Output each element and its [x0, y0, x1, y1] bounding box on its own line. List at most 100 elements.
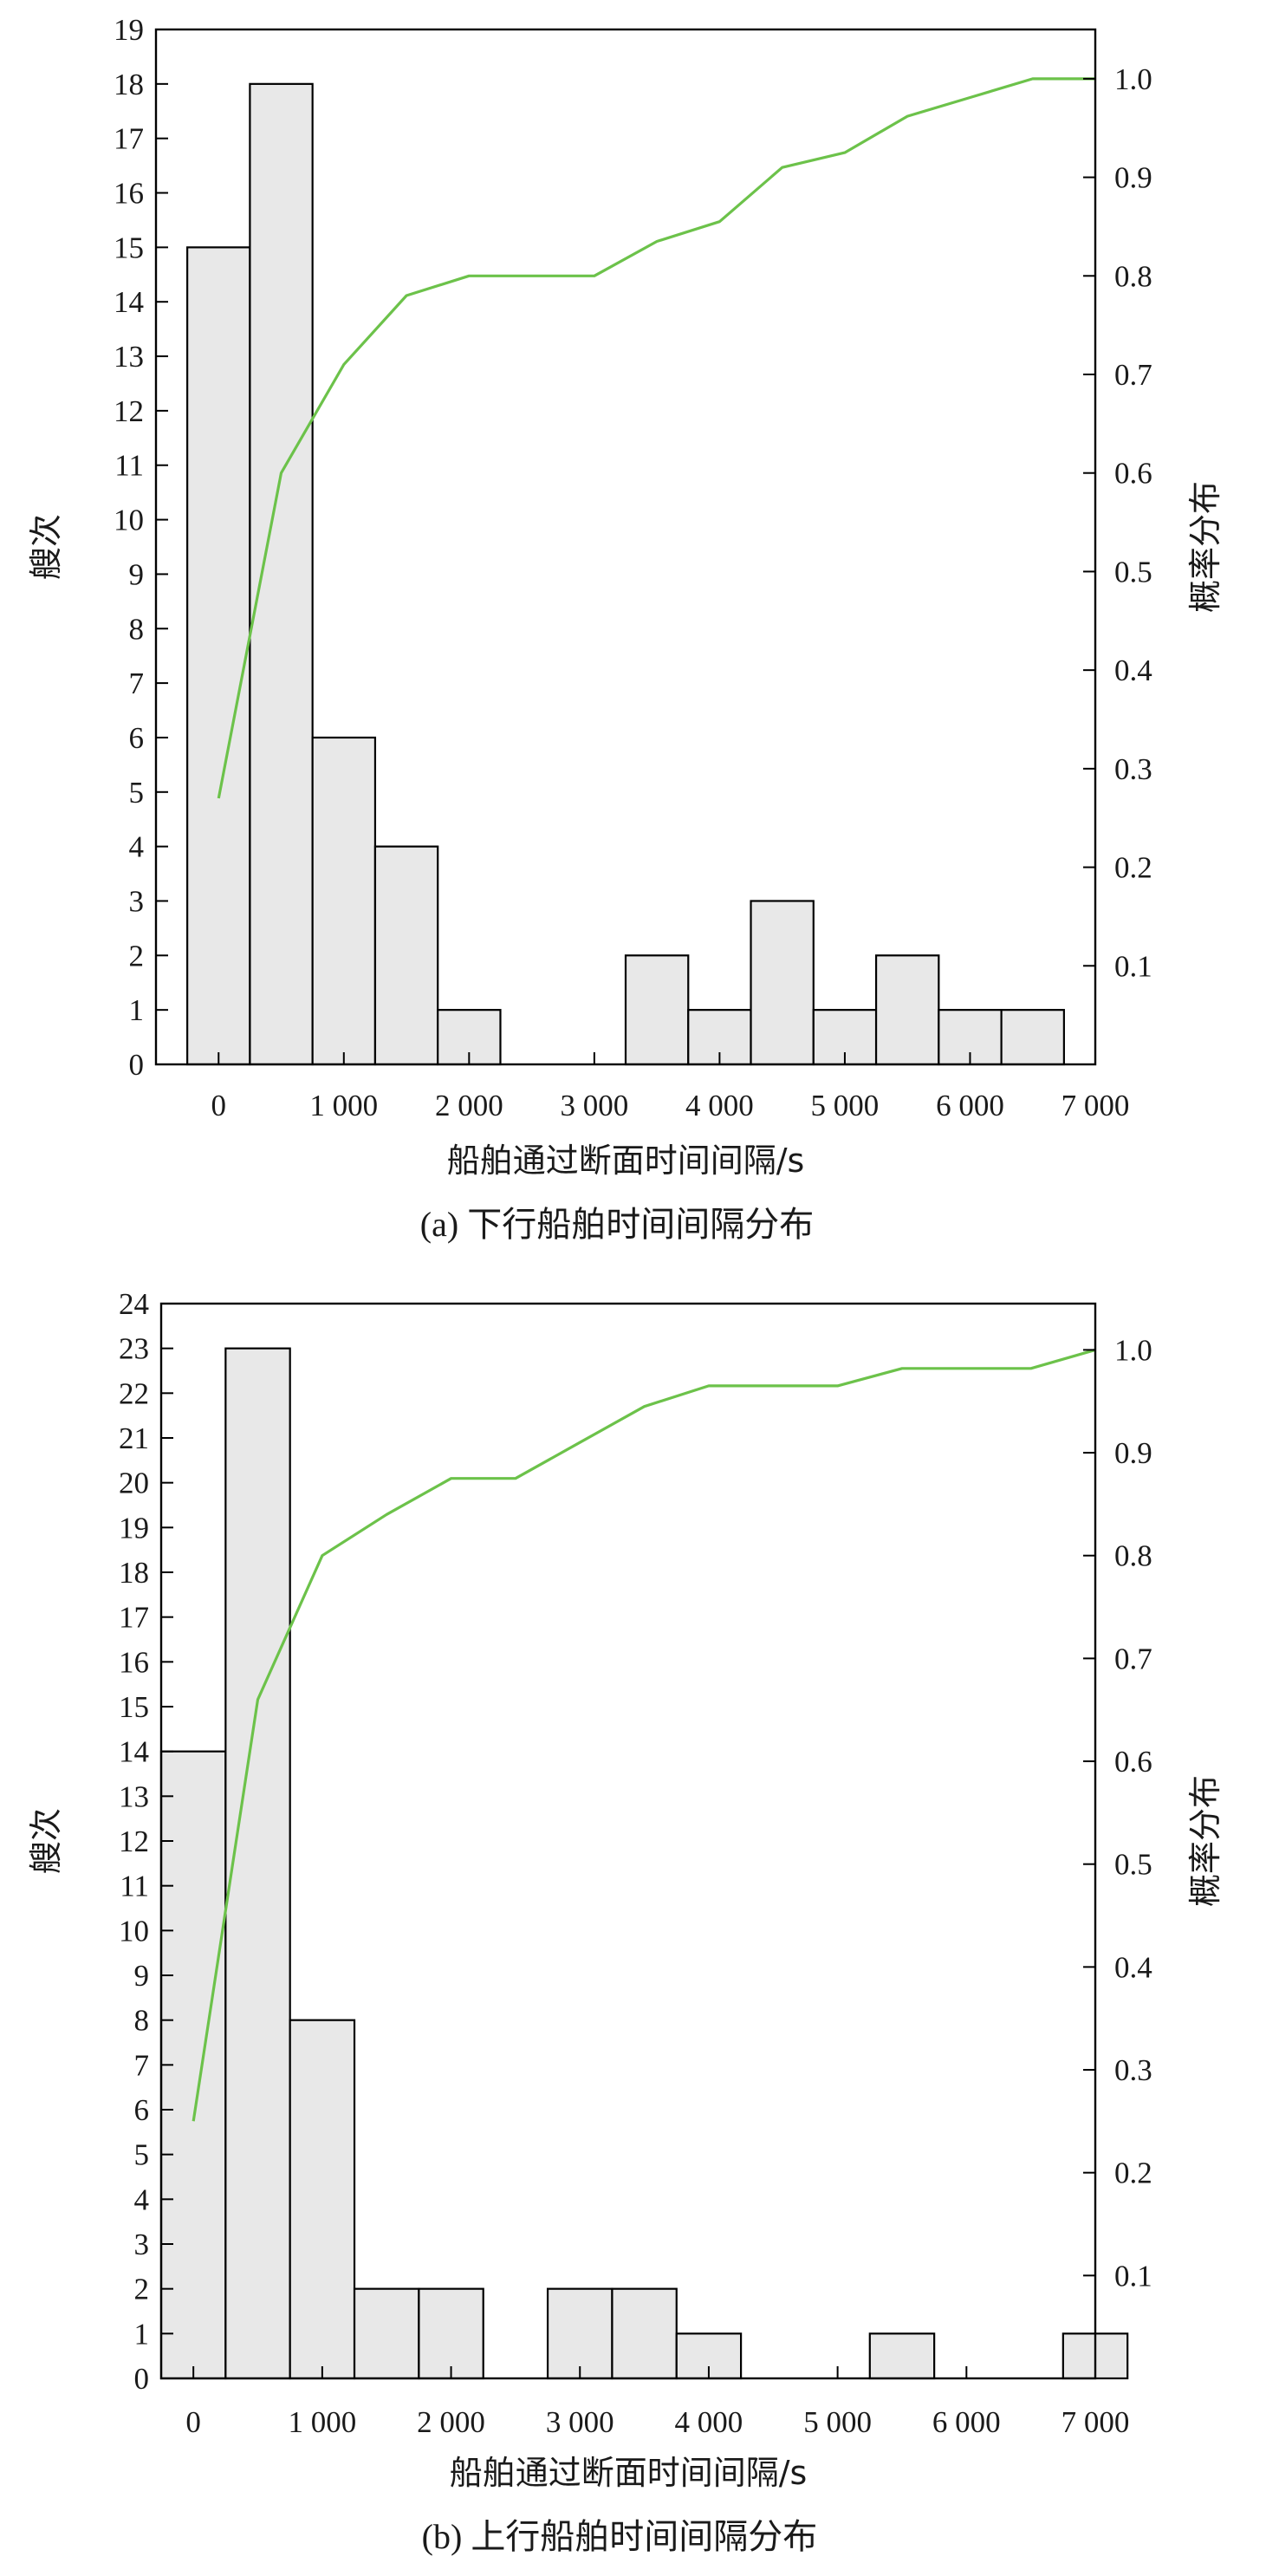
x-axis-title: 船舶通过断面时间间隔/s: [447, 1142, 805, 1180]
y-tick-label: 2: [134, 2273, 150, 2306]
y-tick-label: 4: [129, 830, 145, 864]
histogram-bar: [418, 2287, 484, 2380]
y2-tick-label: 1.0: [1114, 1333, 1152, 1367]
y-tick-label: 22: [119, 1376, 149, 1410]
y-tick-label: 14: [119, 1735, 149, 1769]
y-tick-label: 9: [134, 1959, 150, 1993]
y-tick-label: 0: [129, 1048, 145, 1082]
histogram-bar: [546, 2287, 614, 2380]
y2-tick-label: 0.4: [1114, 1950, 1152, 1984]
y-tick-label: 9: [129, 557, 145, 591]
y2-tick-label: 1.0: [1114, 62, 1152, 96]
cumulative-probability-line: [192, 1348, 1096, 2122]
y2-tick-label: 0.6: [1114, 457, 1152, 491]
y-axis-title: 艘次: [27, 1808, 65, 1874]
y-tick-label: 18: [114, 68, 144, 101]
y-axis-title: 艘次: [27, 514, 65, 580]
y2-tick-label: 0.2: [1114, 851, 1152, 885]
y-tick-label: 14: [114, 285, 144, 319]
y-tick-label: 10: [114, 504, 144, 537]
y-tick-label: 19: [119, 1511, 149, 1545]
histogram-bar: [874, 954, 940, 1066]
y-tick-label: 15: [114, 231, 144, 264]
cumulative-probability-line: [217, 77, 1095, 799]
y-tick-label: 7: [129, 667, 145, 700]
x-tick-label: 7 000: [1062, 2405, 1130, 2439]
histogram-bar: [224, 1347, 291, 2380]
y-tick-label: 11: [114, 449, 144, 483]
y-tick-label: 17: [119, 1601, 149, 1635]
x-tick-label: 3 000: [546, 2405, 614, 2439]
y-tick-label: 2: [129, 939, 145, 973]
x-tick-label: 0: [211, 1089, 227, 1122]
y-tick-label: 3: [134, 2228, 150, 2261]
x-tick-label: 6 000: [936, 1089, 1004, 1122]
histogram-bar: [249, 82, 314, 1066]
histogram-bar: [750, 900, 815, 1066]
histogram-bar: [611, 2287, 678, 2380]
y-tick-label: 1: [134, 2317, 150, 2351]
y-tick-label: 17: [114, 122, 144, 156]
histogram-bar: [289, 2019, 356, 2380]
y-tick-label: 18: [119, 1556, 149, 1590]
y2-tick-label: 0.5: [1114, 555, 1152, 589]
histogram-bar: [624, 954, 690, 1066]
x-tick-label: 4 000: [675, 2405, 743, 2439]
y-tick-label: 5: [129, 776, 145, 810]
x-tick-label: 2 000: [435, 1089, 503, 1122]
y-tick-label: 1: [129, 993, 145, 1027]
x-tick-label: 5 000: [811, 1089, 880, 1122]
y2-tick-label: 0.7: [1114, 1642, 1152, 1675]
chart-caption: (a) 下行船舶时间间隔分布: [420, 1205, 814, 1244]
histogram-bar: [373, 845, 439, 1066]
x-tick-label: 2 000: [417, 2405, 485, 2439]
chart-panel-a: 0123456789101112131415161718190.10.20.30…: [27, 13, 1224, 1244]
y-tick-label: 8: [134, 2004, 150, 2038]
histogram-bar: [353, 2287, 420, 2380]
y-tick-label: 13: [119, 1779, 149, 1813]
y-tick-label: 16: [114, 177, 144, 211]
y-tick-label: 16: [119, 1645, 149, 1679]
x-tick-label: 1 000: [309, 1089, 378, 1122]
y-tick-label: 4: [134, 2182, 150, 2216]
y-tick-label: 3: [129, 884, 145, 918]
y2-tick-label: 0.5: [1114, 1848, 1152, 1882]
x-tick-label: 4 000: [685, 1089, 754, 1122]
plot-frame: [154, 28, 1097, 1066]
y-tick-label: 10: [119, 1914, 149, 1948]
x-tick-label: 5 000: [803, 2405, 872, 2439]
y2-tick-label: 0.9: [1114, 161, 1152, 195]
y2-tick-label: 0.1: [1114, 2259, 1152, 2293]
x-tick-label: 0: [185, 2405, 201, 2439]
y2-axis-title: 概率分布: [1186, 481, 1224, 613]
y2-tick-label: 0.9: [1114, 1436, 1152, 1470]
y2-tick-label: 0.8: [1114, 1539, 1152, 1573]
y-tick-label: 19: [114, 13, 144, 47]
y2-tick-label: 0.3: [1114, 2053, 1152, 2087]
chart-panel-b: 0123456789101112131415161718192021222324…: [27, 1287, 1224, 2556]
y2-tick-label: 0.4: [1114, 654, 1152, 687]
y-tick-label: 20: [119, 1467, 149, 1500]
y2-tick-label: 0.2: [1114, 2156, 1152, 2190]
y-tick-label: 0: [134, 2362, 150, 2396]
y-tick-label: 15: [119, 1690, 149, 1724]
y2-tick-label: 0.3: [1114, 752, 1152, 786]
y2-tick-label: 0.7: [1114, 358, 1152, 392]
y-tick-label: 8: [129, 612, 145, 646]
y-tick-label: 6: [134, 2093, 150, 2127]
y-tick-label: 5: [134, 2138, 150, 2172]
y2-tick-label: 0.1: [1114, 949, 1152, 983]
x-tick-label: 6 000: [932, 2405, 1001, 2439]
histogram-bar: [186, 246, 251, 1066]
x-tick-label: 1 000: [288, 2405, 356, 2439]
y-tick-label: 23: [119, 1332, 149, 1366]
y-tick-label: 12: [119, 1825, 149, 1858]
y-tick-label: 11: [120, 1870, 149, 1903]
histogram-bar: [311, 736, 377, 1066]
y-tick-label: 13: [114, 340, 144, 374]
x-tick-label: 3 000: [560, 1089, 628, 1122]
x-tick-label: 7 000: [1062, 1089, 1130, 1122]
y-tick-label: 6: [129, 721, 145, 755]
y-tick-label: 21: [119, 1421, 149, 1455]
